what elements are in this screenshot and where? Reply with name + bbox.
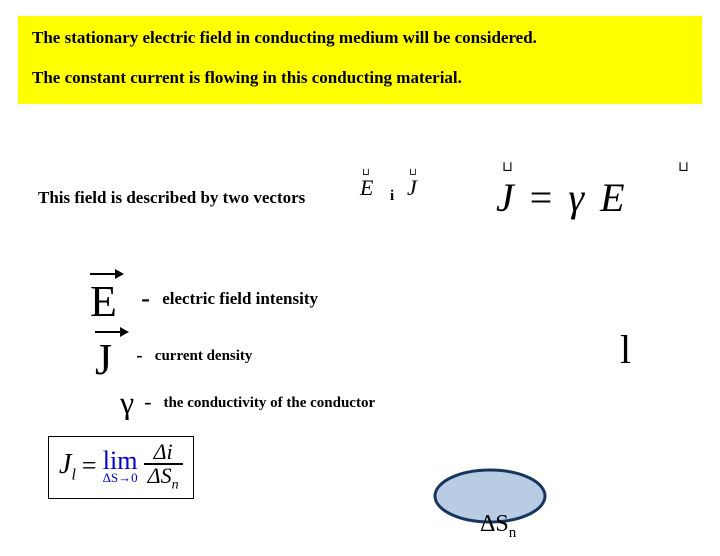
formula-numerator: Δi (150, 441, 177, 463)
eq-equals: = (524, 175, 559, 220)
formula-den-sub: n (172, 477, 179, 492)
symbol-j: J (95, 334, 112, 385)
main-equation: ⊔ ⊔ J = γ E (496, 174, 625, 221)
definition-e-text: electric field intensity (162, 289, 318, 308)
vector-arrow-icon (95, 328, 129, 336)
formula-equals: = (82, 451, 97, 481)
vector-j-letter: J (407, 175, 417, 200)
dash-separator: - (138, 389, 159, 414)
vector-cap-icon: ⊔ (502, 159, 513, 176)
highlight-line-2: The constant current is flowing in this … (32, 66, 688, 90)
dash-separator: - (121, 283, 158, 314)
definition-e-row: E - electric field intensity (90, 276, 318, 327)
delta-s-main: ΔS (480, 511, 509, 537)
eq-j: J (496, 175, 514, 220)
definition-j-row: J - current density (95, 334, 252, 385)
vector-arrow-icon (90, 270, 124, 278)
vector-cap-icon: ⊔ (362, 167, 370, 178)
eq-gamma: γ (568, 175, 584, 220)
highlight-box: The stationary electric field in conduct… (18, 16, 702, 104)
delta-s-sub: n (509, 525, 517, 541)
formula-limit: lim ΔS→0 (103, 449, 138, 484)
formula-lim-top: lim (103, 449, 138, 472)
delta-s-label: ΔSn (480, 511, 516, 542)
symbol-gamma: γ (120, 384, 134, 420)
symbol-l: l (620, 326, 631, 373)
definition-gamma-row: γ - the conductivity of the conductor (120, 384, 375, 421)
vector-j-small: ⊔ J (407, 175, 417, 201)
symbol-e-letter: E (90, 277, 117, 326)
formula-box: Jl = lim ΔS→0 Δi ΔSn (48, 436, 194, 499)
formula-lhs-sub: l (71, 466, 75, 483)
dash-separator: - (116, 345, 151, 367)
formula-denominator: ΔSn (144, 465, 183, 492)
highlight-line-1: The stationary electric field in conduct… (32, 26, 688, 50)
formula-den-main: ΔS (148, 463, 172, 488)
vector-cap-icon: ⊔ (409, 167, 417, 178)
formula-lim-bot: ΔS→0 (103, 472, 138, 484)
formula-lhs: Jl (59, 449, 76, 485)
formula-fraction: Δi ΔSn (144, 441, 183, 492)
vector-e-small: ⊔ E (360, 175, 373, 201)
definition-j-text: current density (155, 348, 253, 364)
definition-gamma-text: the conductivity of the conductor (163, 395, 375, 411)
formula-lhs-j: J (59, 449, 71, 480)
and-separator: i (390, 188, 394, 205)
vector-cap-icon: ⊔ (678, 159, 689, 176)
vector-e-letter: E (360, 175, 373, 200)
symbol-e: E (90, 276, 117, 327)
described-text: This field is described by two vectors (38, 188, 305, 208)
symbol-j-letter: J (95, 335, 112, 384)
eq-e: E (594, 175, 624, 220)
